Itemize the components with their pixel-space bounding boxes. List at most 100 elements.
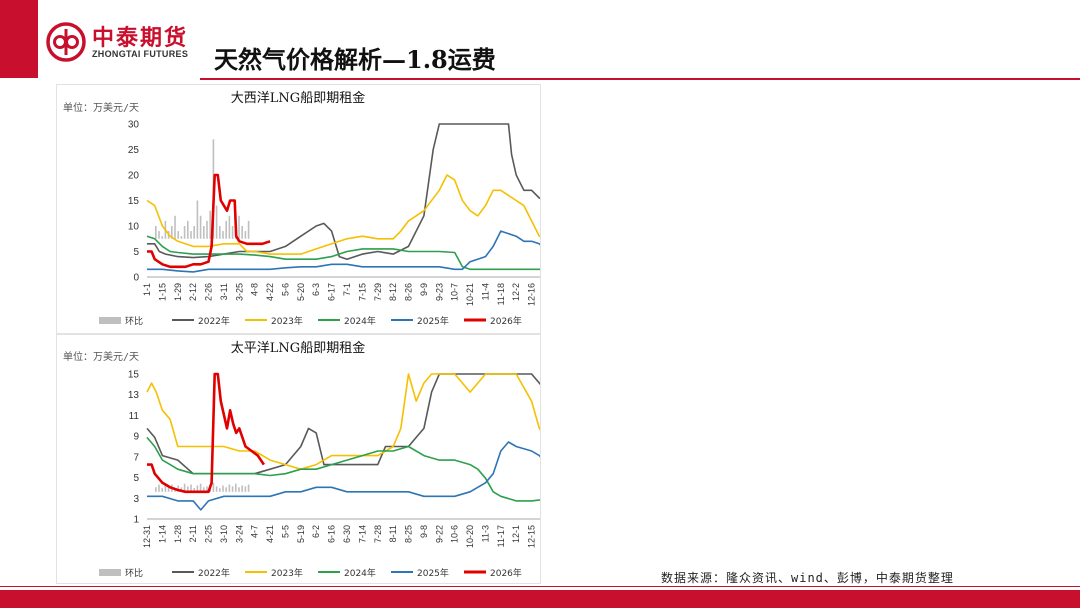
series-line-2023 [146, 174, 540, 255]
legend-label: 2024年 [344, 315, 376, 327]
mom-bar [177, 485, 179, 492]
x-tick-label: 2-25 [204, 525, 214, 543]
mom-bar [190, 484, 192, 492]
mom-bar [183, 226, 186, 239]
pacific-chart: 太平洋LNG船即期租金单位：万美元/天15131197531200%150%10… [63, 340, 540, 579]
data-source-note: 数据来源：隆众资讯、wind、彭博，中泰期货整理 [661, 571, 954, 585]
chart-title: 太平洋LNG船即期租金 [231, 340, 365, 356]
mom-bar [155, 226, 157, 239]
x-tick-label: 6-2 [311, 525, 321, 538]
legend-swatch-mom [99, 569, 121, 576]
mom-bar [167, 486, 170, 492]
mom-bar [158, 484, 160, 492]
mom-bar [231, 226, 234, 239]
legend-label: 2026年 [490, 567, 522, 579]
mom-bar [228, 484, 231, 492]
y-tick-label: 9 [133, 432, 139, 443]
mom-bar [215, 205, 218, 239]
y-tick-label: 30 [128, 120, 140, 131]
series-line-2026 [147, 173, 271, 269]
x-tick-label: 10-6 [450, 525, 460, 543]
mom-bar [187, 220, 189, 239]
mom-bar [219, 226, 221, 239]
footer-bar [0, 590, 1080, 608]
legend-label: 2023年 [271, 315, 303, 327]
x-tick-label: 2-12 [188, 283, 198, 301]
x-tick-label: 5-6 [280, 283, 290, 296]
mom-bar [177, 231, 179, 239]
mom-bar [219, 488, 221, 492]
mom-bar [206, 220, 208, 239]
x-tick-label: 1-28 [173, 525, 183, 543]
mom-bar [187, 486, 189, 492]
x-tick-label: 1-29 [173, 283, 183, 301]
legend-label: 2022年 [198, 567, 230, 579]
mom-bar [241, 485, 243, 492]
series-line-2023 [146, 373, 540, 470]
mom-bar [164, 483, 167, 492]
mom-bar [155, 487, 157, 492]
mom-bar [244, 486, 247, 492]
mom-bar [231, 486, 234, 492]
x-tick-label: 12-1 [511, 525, 521, 543]
y-tick-label: 10 [128, 222, 140, 233]
y-tick-label: 1 [133, 515, 139, 526]
page-title: 天然气价格解析—1.8运费 [214, 45, 496, 74]
legend-label: 2024年 [344, 567, 376, 579]
mom-bar [247, 484, 250, 492]
pacific-chart-panel: 太平洋LNG船即期租金单位：万美元/天15131197531200%150%10… [56, 334, 541, 584]
y-tick-label: 13 [128, 390, 140, 401]
zhongtai-logo-icon [46, 22, 86, 62]
mom-bar [161, 488, 163, 492]
mom-bar [225, 487, 227, 492]
legend-label: 2025年 [417, 567, 449, 579]
y-tick-label: 5 [133, 247, 139, 258]
mom-bar [190, 231, 192, 239]
mom-bar [238, 215, 240, 239]
legend-label: 2025年 [417, 315, 449, 327]
y-tick-label: 15 [128, 370, 140, 381]
y-tick-label: 0 [133, 273, 139, 284]
mom-bar [193, 226, 195, 239]
x-tick-label: 9-23 [434, 283, 444, 301]
x-tick-label: 1-14 [157, 525, 167, 543]
legend-label: 环比 [125, 567, 143, 579]
x-tick-label: 3-10 [219, 525, 229, 543]
title-underline [200, 78, 1080, 80]
x-tick-label: 5-20 [296, 283, 306, 301]
series-line-2025 [147, 230, 540, 273]
x-tick-label: 8-12 [388, 283, 398, 301]
mom-bar [199, 215, 202, 239]
x-tick-label: 4-21 [265, 525, 275, 543]
mom-bar [174, 489, 176, 492]
mom-bar [196, 200, 199, 239]
series-line-2022 [146, 373, 540, 475]
x-tick-label: 12-15 [527, 525, 537, 548]
mom-bar [222, 485, 224, 492]
x-tick-label: 10-21 [465, 283, 475, 306]
x-tick-label: 11-3 [480, 525, 490, 542]
y-tick-label: 5 [133, 473, 139, 484]
brand-side-bar [0, 0, 38, 78]
x-tick-label: 3-11 [219, 283, 229, 300]
y-tick-label: 25 [128, 145, 140, 156]
mom-bar [244, 231, 247, 239]
chart-title: 大西洋LNG船即期租金 [231, 90, 365, 106]
y-tick-label: 20 [128, 171, 140, 182]
atlantic-chart-panel: 大西洋LNG船即期租金单位：万美元/天302520151050200%150%1… [56, 84, 541, 334]
brand-name-en: ZHONGTAI FUTURES [92, 49, 189, 59]
footer-line [0, 586, 1080, 587]
mom-bar [203, 487, 205, 492]
legend-swatch-mom [99, 317, 121, 324]
x-tick-label: 2-11 [188, 525, 198, 542]
legend-label: 2023年 [271, 567, 303, 579]
x-tick-label: 7-15 [357, 283, 367, 301]
x-tick-label: 8-11 [388, 525, 398, 542]
x-tick-label: 7-29 [373, 283, 383, 301]
mom-bar [225, 220, 227, 239]
series-line-2026 [147, 372, 265, 494]
x-tick-label: 12-16 [527, 283, 537, 306]
mom-bar [247, 220, 250, 239]
x-tick-label: 7-14 [357, 525, 367, 543]
mom-bar [209, 210, 211, 239]
